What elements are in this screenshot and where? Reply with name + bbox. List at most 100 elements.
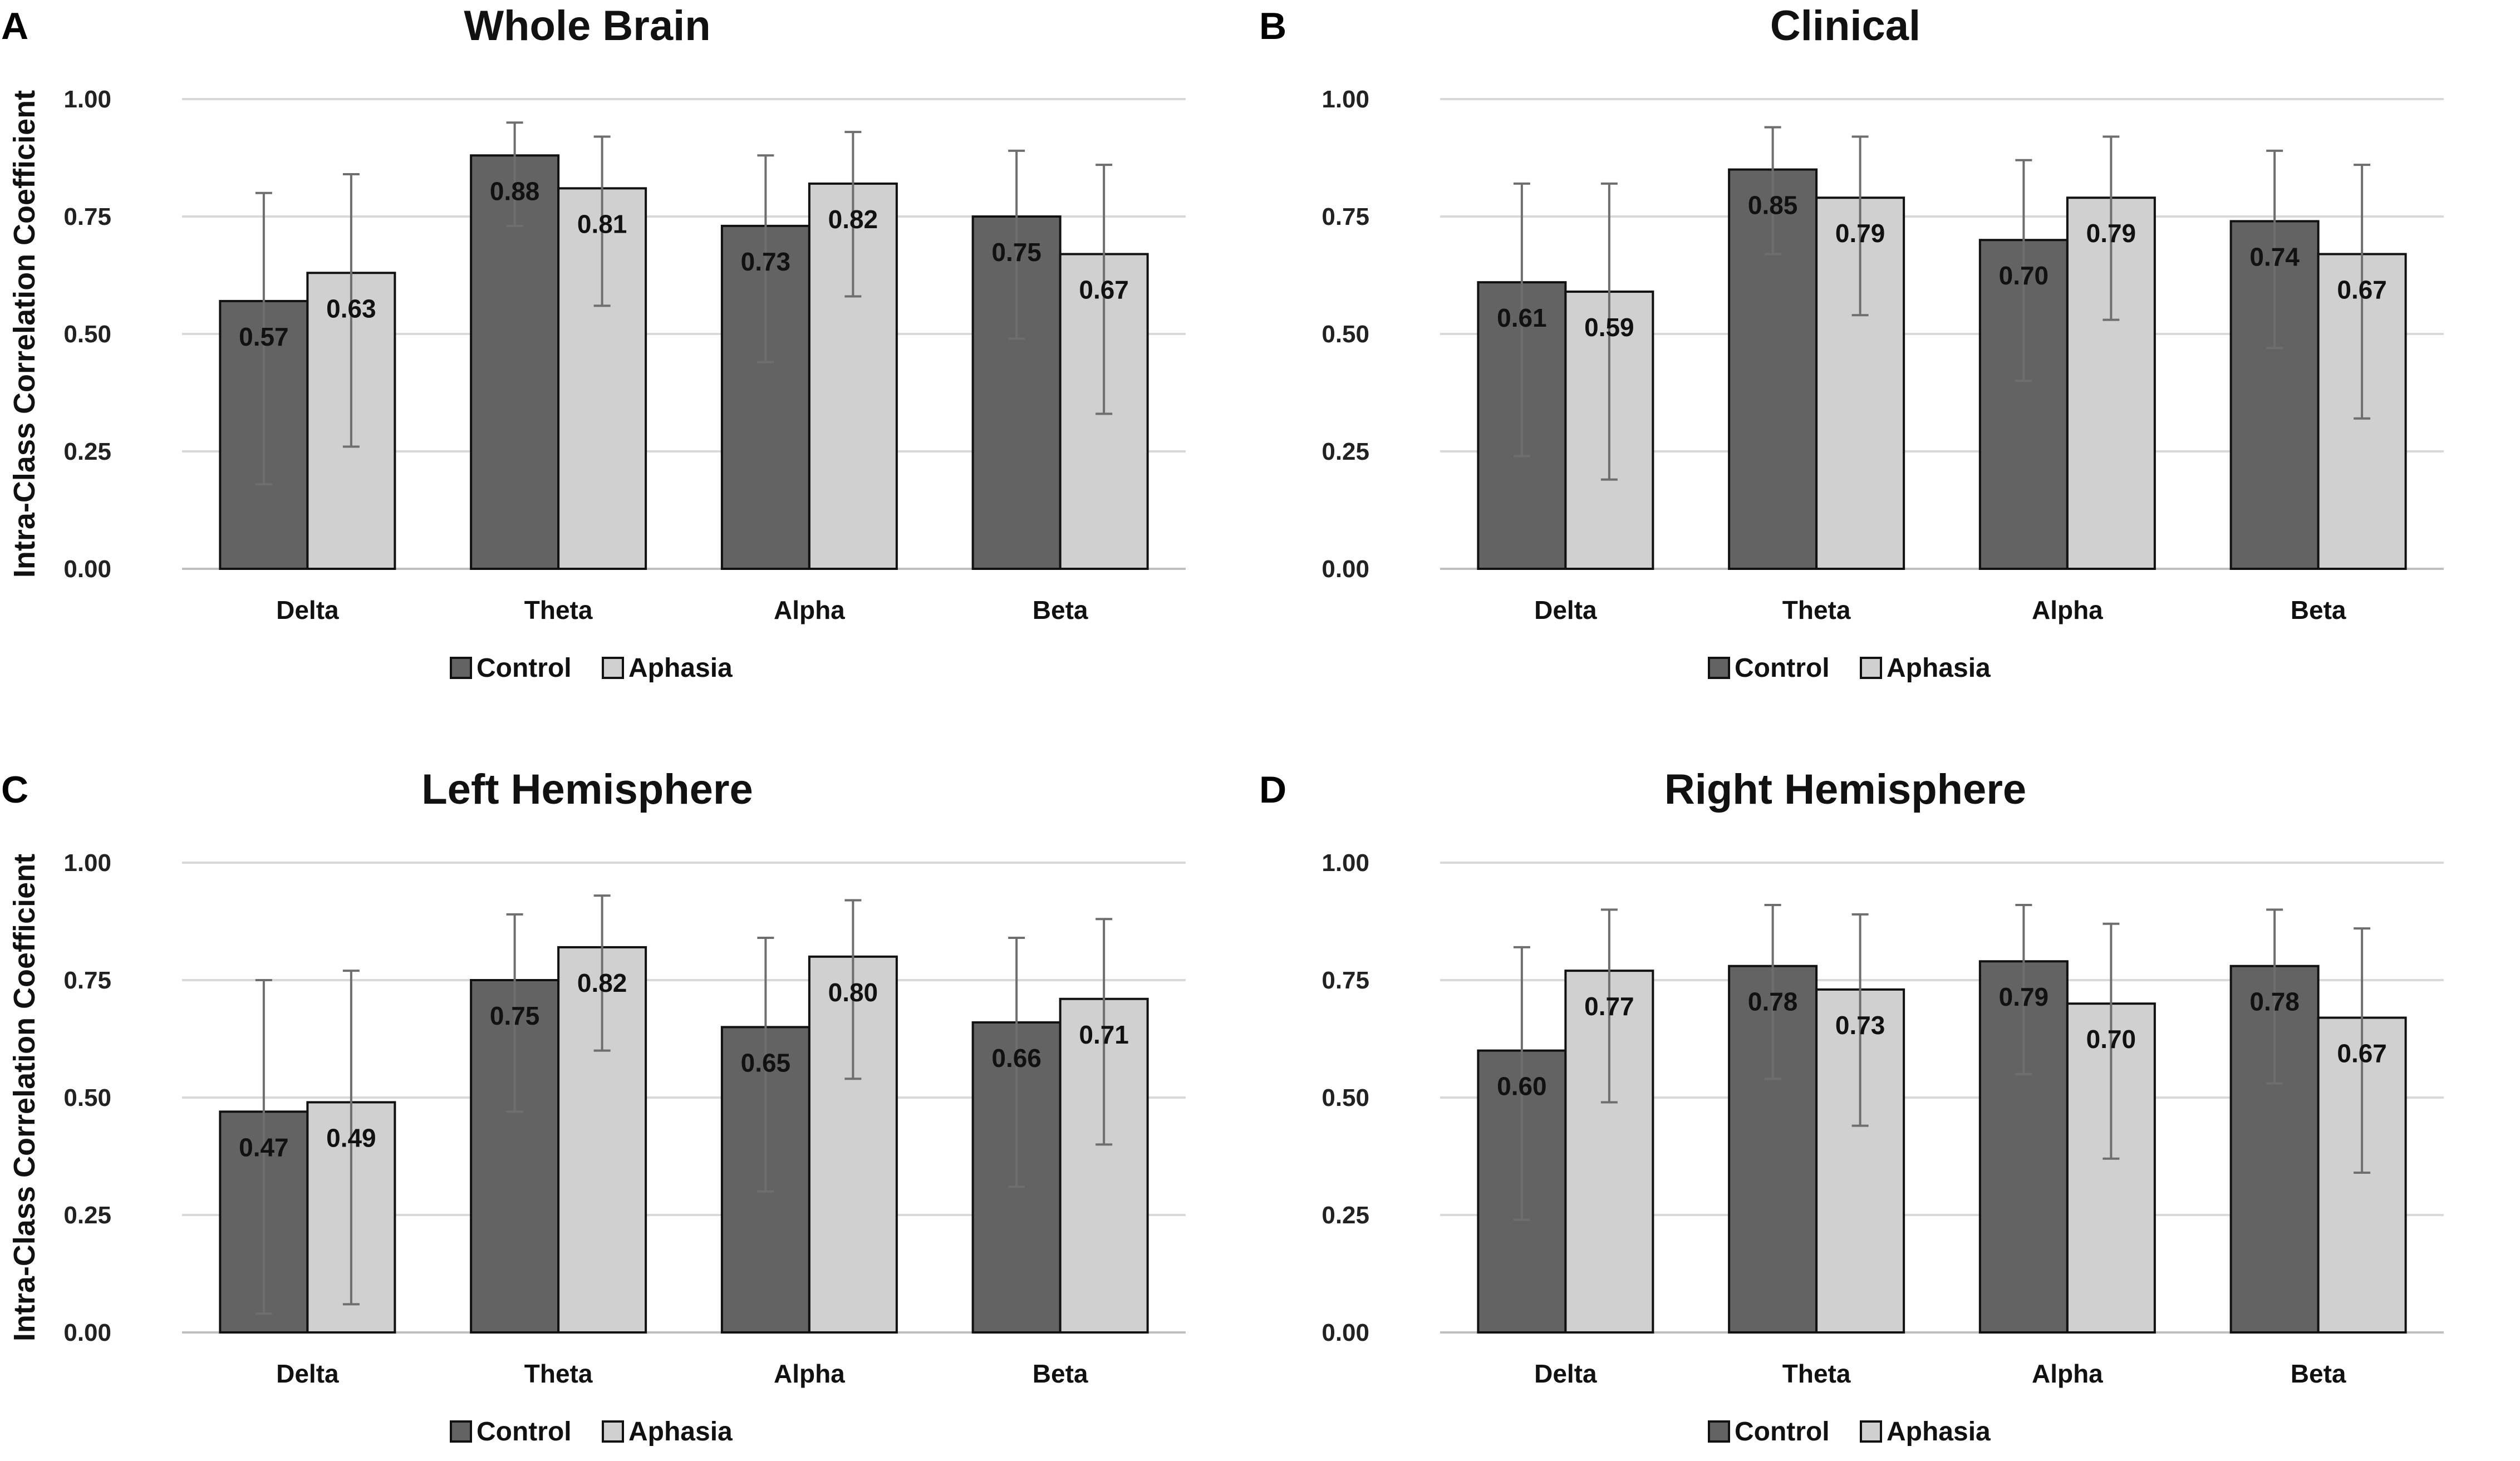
y-tick-label: 0.25 (63, 438, 111, 465)
chart-panel-b: B Clinical 0.00 0.25 0.50 0.75 1.00 0.61 0.59 Del… (1259, 2, 2444, 683)
data-label: 0.67 (1079, 276, 1129, 304)
x-tick-label: Delta (1534, 1359, 1597, 1388)
x-tick-label: Theta (1782, 1359, 1851, 1388)
y-tick-label: 0.25 (1322, 1202, 1369, 1229)
y-tick-label: 0.00 (63, 555, 111, 583)
legend-label: Aphasia (628, 653, 733, 683)
data-label: 0.73 (741, 247, 791, 276)
data-label: 0.49 (326, 1123, 376, 1152)
y-tick-label: 1.00 (1322, 849, 1369, 877)
x-tick-label: Beta (2291, 1359, 2346, 1388)
bar-aphasia-theta (557, 946, 647, 1334)
x-tick-label: Delta (276, 1359, 339, 1388)
legend-swatch-aphasia (602, 1420, 624, 1443)
legend-swatch-control (1708, 1420, 1730, 1443)
y-tick-label: 0.00 (1322, 1319, 1369, 1346)
x-tick-label: Theta (524, 1359, 593, 1388)
x-tick-label: Alpha (2032, 596, 2103, 624)
y-tick-label: 0.00 (1322, 555, 1369, 583)
data-label: 0.71 (1079, 1020, 1129, 1049)
x-tick-label: Beta (1033, 596, 1088, 624)
legend-swatch-aphasia (602, 657, 624, 679)
data-label: 0.79 (2086, 219, 2136, 248)
panel-letter: D (1259, 769, 1286, 811)
legend-swatch-aphasia (1860, 657, 1882, 679)
data-label: 0.65 (741, 1048, 791, 1077)
data-label: 0.70 (1999, 261, 2049, 290)
legend-swatch-aphasia (1860, 1420, 1882, 1443)
chart-panel-d: D Right Hemisphere 0.00 0.25 0.50 0.75 1.00 0.6… (1259, 766, 2444, 1447)
y-tick-label: 0.75 (1322, 967, 1369, 994)
data-label: 0.47 (239, 1133, 289, 1162)
data-label: 0.60 (1497, 1072, 1547, 1101)
data-label: 0.66 (991, 1044, 1042, 1073)
y-tick-label: 0.50 (63, 1084, 111, 1111)
data-label: 0.61 (1497, 303, 1547, 332)
legend-label: Aphasia (628, 1417, 733, 1447)
legend-label: Control (477, 1417, 572, 1447)
y-axis-label: Intra-Class Correlation Coefficient (8, 854, 41, 1341)
data-label: 0.78 (2249, 987, 2300, 1016)
data-label: 0.57 (239, 322, 289, 351)
data-label: 0.77 (1584, 992, 1634, 1021)
chart-title: Right Hemisphere (1664, 766, 2026, 813)
panel-letter: A (1, 5, 28, 47)
legend-label: Control (1735, 653, 1830, 683)
y-tick-label: 0.00 (63, 1319, 111, 1346)
legend-swatch-control (450, 657, 472, 679)
data-label: 0.79 (1835, 219, 1885, 248)
y-tick-label: 1.00 (1322, 86, 1369, 113)
legend-label: Control (477, 653, 572, 683)
panel-letter: B (1259, 5, 1286, 47)
x-tick-label: Theta (1782, 596, 1851, 624)
data-label: 0.59 (1584, 313, 1634, 342)
data-label: 0.81 (577, 209, 627, 238)
y-tick-label: 1.00 (63, 849, 111, 877)
legend-swatch-control (450, 1420, 472, 1443)
data-label: 0.78 (1748, 987, 1798, 1016)
x-tick-label: Delta (1534, 596, 1597, 624)
x-tick-label: Alpha (2032, 1359, 2103, 1388)
data-label: 0.67 (2337, 1039, 2387, 1068)
chart-panel-c: C Left Hemisphere Intra-Class Correlation … (1, 766, 1186, 1447)
legend-swatch-control (1708, 657, 1730, 679)
y-tick-label: 1.00 (63, 86, 111, 113)
x-tick-label: Delta (276, 596, 339, 624)
data-label: 0.63 (326, 294, 376, 323)
y-tick-label: 0.75 (1322, 203, 1369, 230)
data-label: 0.88 (490, 176, 540, 205)
data-label: 0.79 (1999, 982, 2049, 1011)
data-label: 0.82 (577, 968, 627, 997)
data-label: 0.75 (490, 1001, 540, 1030)
x-tick-label: Beta (2291, 596, 2346, 624)
data-label: 0.70 (2086, 1025, 2136, 1054)
chart-title: Left Hemisphere (421, 766, 753, 813)
y-tick-label: 0.50 (1322, 1084, 1369, 1111)
y-tick-label: 0.75 (63, 967, 111, 994)
y-tick-label: 0.75 (63, 203, 111, 230)
legend-label: Aphasia (1887, 1417, 1991, 1447)
chart-panel-a: A Whole Brain Intra-Class Correlation Coef… (1, 2, 1186, 683)
legend-label: Control (1735, 1417, 1830, 1447)
data-label: 0.67 (2337, 276, 2387, 304)
legend-label: Aphasia (1887, 653, 1991, 683)
y-tick-label: 0.50 (1322, 321, 1369, 348)
y-axis-label: Intra-Class Correlation Coefficient (8, 90, 41, 578)
data-label: 0.82 (828, 205, 878, 234)
data-label: 0.74 (2249, 242, 2300, 271)
x-tick-label: Theta (524, 596, 593, 624)
data-label: 0.80 (828, 978, 878, 1007)
y-tick-label: 0.25 (63, 1202, 111, 1229)
data-label: 0.73 (1835, 1011, 1885, 1040)
y-tick-label: 0.50 (63, 321, 111, 348)
y-tick-label: 0.25 (1322, 438, 1369, 465)
chart-title: Clinical (1770, 2, 1920, 50)
x-tick-label: Alpha (774, 1359, 845, 1388)
data-label: 0.85 (1748, 191, 1798, 220)
data-label: 0.75 (991, 238, 1042, 267)
x-tick-label: Beta (1033, 1359, 1088, 1388)
x-tick-label: Alpha (774, 596, 845, 624)
panel-letter: C (1, 769, 28, 811)
chart-title: Whole Brain (464, 2, 710, 50)
